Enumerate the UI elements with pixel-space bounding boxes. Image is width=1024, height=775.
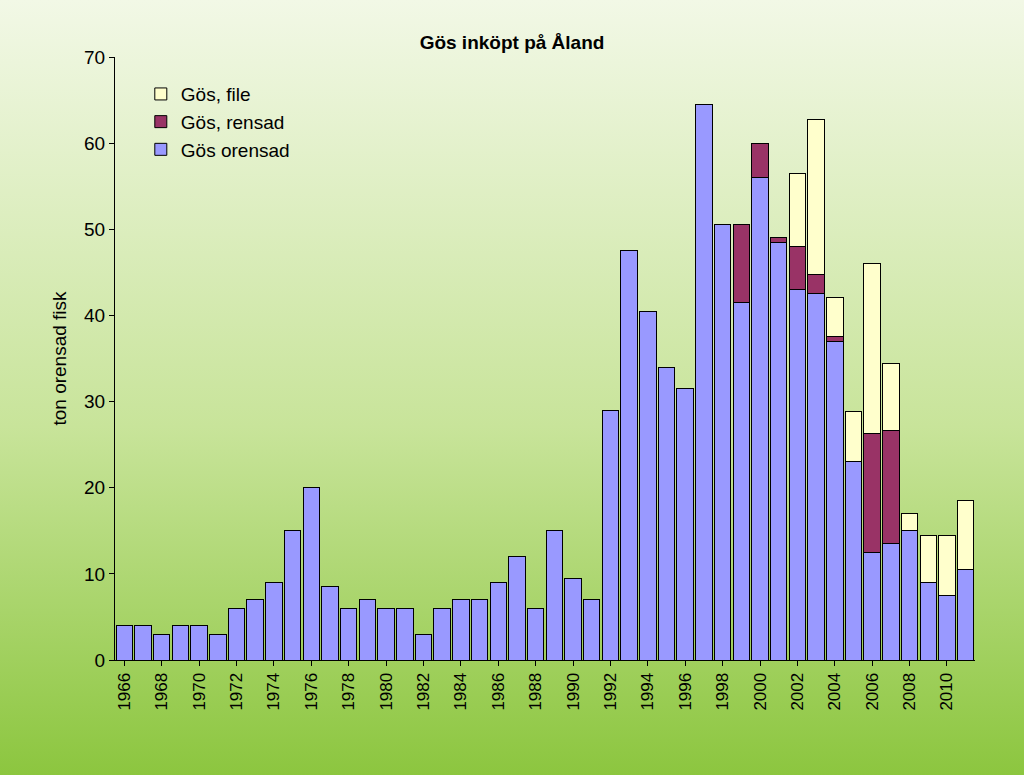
svg-text:1990: 1990 (564, 673, 583, 711)
svg-text:10: 10 (84, 564, 105, 585)
svg-text:ton orensad fisk: ton orensad fisk (49, 291, 70, 426)
svg-text:1966: 1966 (115, 673, 134, 711)
svg-text:1982: 1982 (414, 673, 433, 711)
svg-text:70: 70 (84, 47, 105, 68)
svg-text:1984: 1984 (451, 673, 470, 711)
svg-text:2002: 2002 (788, 673, 807, 711)
svg-text:1998: 1998 (713, 673, 732, 711)
svg-text:1988: 1988 (526, 673, 545, 711)
svg-text:2010: 2010 (937, 673, 956, 711)
svg-text:50: 50 (84, 219, 105, 240)
svg-text:Gös orensad: Gös orensad (181, 140, 290, 161)
svg-text:1970: 1970 (190, 673, 209, 711)
svg-text:60: 60 (84, 133, 105, 154)
svg-text:1986: 1986 (489, 673, 508, 711)
svg-text:1996: 1996 (676, 673, 695, 711)
svg-text:2004: 2004 (825, 673, 844, 711)
svg-text:1992: 1992 (601, 673, 620, 711)
svg-text:1974: 1974 (264, 673, 283, 711)
svg-text:Gös inköpt på Åland: Gös inköpt på Åland (420, 32, 605, 53)
svg-text:1978: 1978 (339, 673, 358, 711)
svg-text:2000: 2000 (751, 673, 770, 711)
svg-text:40: 40 (84, 305, 105, 326)
svg-text:1976: 1976 (302, 673, 321, 711)
svg-text:1972: 1972 (227, 673, 246, 711)
svg-text:1968: 1968 (152, 673, 171, 711)
svg-text:1980: 1980 (377, 673, 396, 711)
svg-text:Gös, rensad: Gös, rensad (181, 112, 284, 133)
svg-text:2008: 2008 (900, 673, 919, 711)
svg-text:1994: 1994 (638, 673, 657, 711)
svg-text:2006: 2006 (863, 673, 882, 711)
svg-text:0: 0 (95, 650, 106, 671)
svg-text:30: 30 (84, 391, 105, 412)
svg-text:20: 20 (84, 477, 105, 498)
svg-text:Gös, file: Gös, file (181, 84, 251, 105)
